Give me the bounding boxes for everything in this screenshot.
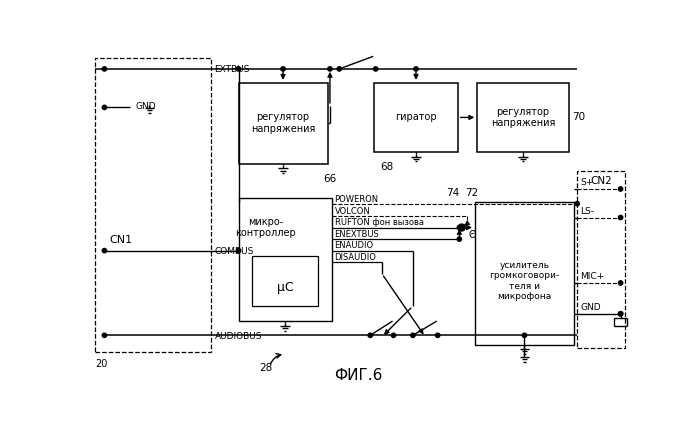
Text: Θ: Θ [469, 230, 476, 240]
Text: микро-
контроллер: микро- контроллер [236, 217, 296, 238]
Text: VOLCON: VOLCON [335, 207, 370, 216]
Circle shape [619, 312, 623, 316]
Text: регулятор
напряжения: регулятор напряжения [491, 107, 555, 128]
Circle shape [619, 187, 623, 191]
Text: 72: 72 [466, 188, 479, 198]
Circle shape [435, 333, 440, 337]
Text: S+: S+ [580, 178, 593, 187]
Circle shape [368, 333, 373, 337]
Circle shape [337, 67, 341, 71]
Text: 20: 20 [95, 359, 108, 369]
Circle shape [281, 67, 285, 71]
Text: GND: GND [136, 102, 156, 111]
Circle shape [457, 237, 461, 241]
Text: LS-: LS- [580, 207, 594, 216]
Text: усилитель
громкоговори-
теля и
микрофона: усилитель громкоговори- теля и микрофона [489, 261, 559, 301]
Circle shape [459, 224, 466, 231]
Text: μC: μC [277, 281, 294, 294]
Text: RUFTON фон вызова: RUFTON фон вызова [335, 218, 424, 227]
Circle shape [457, 225, 461, 229]
Bar [477, 83, 569, 152]
Circle shape [236, 249, 240, 253]
Text: MIC+: MIC+ [580, 272, 605, 281]
Bar [238, 83, 328, 164]
Circle shape [102, 67, 106, 71]
Circle shape [411, 333, 415, 337]
Text: регулятор
напряжения: регулятор напряжения [251, 113, 315, 134]
Circle shape [236, 67, 240, 71]
Text: 66: 66 [324, 174, 337, 184]
Circle shape [619, 281, 623, 285]
Circle shape [102, 105, 106, 110]
Circle shape [414, 67, 418, 71]
Bar [475, 202, 574, 345]
Text: ФИГ.6: ФИГ.6 [334, 368, 382, 383]
Text: COMBUS: COMBUS [215, 247, 254, 256]
Circle shape [373, 67, 378, 71]
Circle shape [619, 215, 623, 220]
Circle shape [328, 67, 332, 71]
Text: EXTBUS: EXTBUS [215, 65, 250, 74]
Text: GND: GND [580, 303, 601, 312]
Circle shape [619, 312, 623, 316]
Bar [374, 83, 458, 152]
Text: CN1: CN1 [109, 236, 132, 246]
Text: ENEXTBUS: ENEXTBUS [335, 230, 380, 239]
Text: 28: 28 [259, 363, 272, 373]
Text: POWERON: POWERON [335, 194, 379, 204]
Text: DISAUDIO: DISAUDIO [335, 253, 377, 262]
Bar [252, 256, 317, 306]
Circle shape [391, 333, 396, 337]
Bar [577, 171, 625, 349]
Circle shape [102, 333, 106, 337]
Circle shape [575, 201, 579, 206]
Text: AUDIOBUS: AUDIOBUS [215, 332, 262, 341]
Text: 68: 68 [380, 162, 394, 172]
Circle shape [102, 249, 106, 253]
Text: CN2: CN2 [591, 175, 612, 186]
Text: ENAUDIO: ENAUDIO [335, 242, 374, 251]
Text: 74: 74 [446, 188, 459, 198]
Text: гиратор: гиратор [395, 113, 437, 123]
Circle shape [522, 333, 526, 337]
Bar [95, 58, 211, 352]
Text: 70: 70 [572, 113, 585, 123]
Bar [238, 198, 331, 321]
